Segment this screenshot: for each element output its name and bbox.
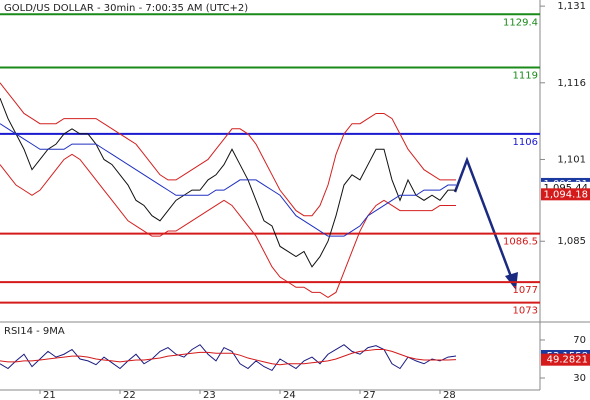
x-tick-label: 27 (363, 390, 376, 400)
x-tick-label: 24 (283, 390, 296, 400)
forecast-arrow (453, 156, 515, 283)
forecast-arrow-head (505, 272, 518, 290)
price-label-box (541, 188, 590, 201)
rsi-tick-label: 30 (573, 373, 586, 384)
x-tick-label: 22 (123, 390, 136, 400)
y-tick-label: 1,131 (557, 1, 586, 12)
y-tick-label: 1,085 (557, 236, 586, 247)
series-line (0, 123, 456, 237)
price-label: 1,094.18 (543, 189, 588, 200)
series-line (0, 153, 456, 299)
rsi-label: 49.2821 (547, 355, 588, 366)
level-label: 1086.5 (503, 237, 538, 248)
x-tick-label: 23 (203, 390, 216, 400)
level-label: 1106 (513, 137, 538, 148)
level-label: 1077 (513, 285, 538, 296)
chart-title: GOLD/US DOLLAR - 30min - 7:00:35 AM (UTC… (4, 3, 248, 14)
series-line (0, 97, 456, 268)
rsi-label-box (541, 353, 590, 366)
x-tick-label: 21 (43, 390, 56, 400)
series-line (0, 348, 457, 366)
level-label: 1129.4 (503, 17, 538, 28)
indicator-title: RSI14 - 9MA (4, 326, 65, 337)
y-tick-label: 1,101 (557, 154, 586, 165)
x-tick-label: 28 (443, 390, 456, 400)
level-label: 1119 (513, 70, 538, 81)
y-tick-label: 1,116 (557, 78, 586, 89)
level-label: 1073 (513, 306, 538, 317)
series-line (0, 82, 456, 217)
rsi-tick-label: 70 (573, 335, 586, 346)
series-line (0, 344, 457, 372)
